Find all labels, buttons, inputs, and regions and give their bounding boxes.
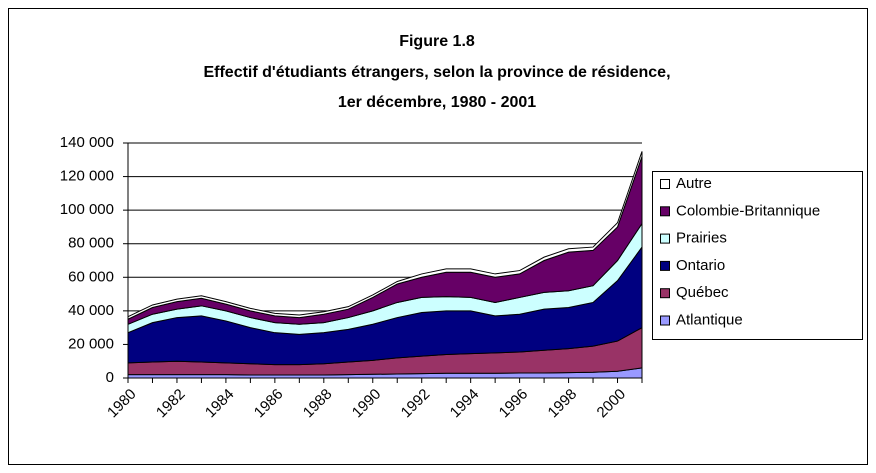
y-tick-label: 100 000 xyxy=(60,201,114,218)
y-tick-label: 40 000 xyxy=(68,302,114,319)
y-tick-label: 0 xyxy=(106,369,114,386)
chart-title: Figure 1.8 xyxy=(399,33,475,50)
y-tick-label: 140 000 xyxy=(60,134,114,151)
legend-label: Prairies xyxy=(676,230,727,247)
legend-box xyxy=(652,171,863,340)
y-tick-label: 120 000 xyxy=(60,168,114,185)
legend-swatch xyxy=(660,233,670,244)
legend-label: Ontario xyxy=(676,257,725,274)
legend-swatch xyxy=(660,288,670,299)
legend-swatch xyxy=(660,315,670,326)
area xyxy=(127,151,643,321)
chart-title: Effectif d'étudiants étrangers, selon la… xyxy=(203,64,670,81)
y-tick-label: 60 000 xyxy=(68,268,114,285)
legend-swatch xyxy=(660,206,670,217)
legend-label: Autre xyxy=(676,175,712,192)
legend-swatch xyxy=(660,260,670,271)
legend-swatch xyxy=(660,179,670,189)
legend-label: Colombie-Britannique xyxy=(676,202,820,219)
legend-label: Québec xyxy=(676,284,729,301)
legend-label: Atlantique xyxy=(676,311,743,328)
chart-title: 1er décembre, 1980 - 2001 xyxy=(338,94,536,111)
y-tick-label: 20 000 xyxy=(68,335,114,352)
y-tick-label: 80 000 xyxy=(68,235,114,252)
